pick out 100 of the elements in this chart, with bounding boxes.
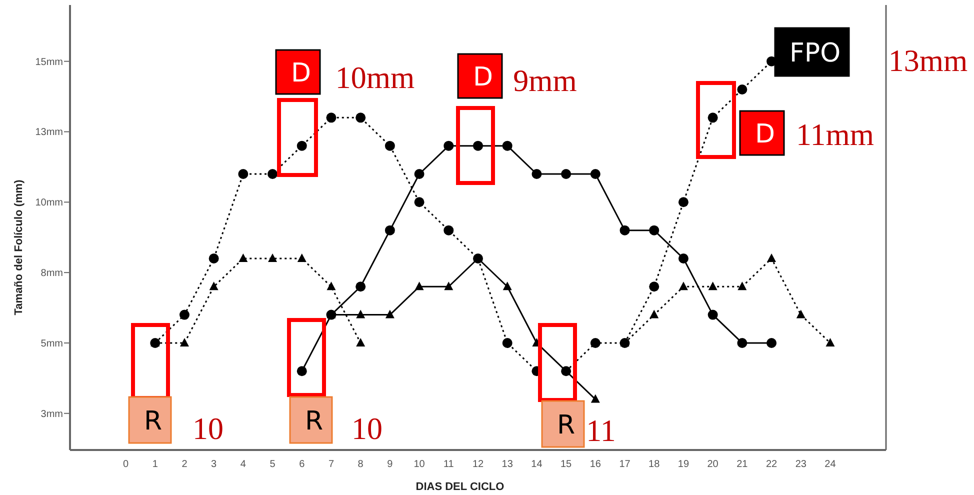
- point: [678, 282, 688, 290]
- y-tick-label: 3mm: [40, 408, 63, 420]
- point: [502, 282, 512, 290]
- point: [650, 310, 659, 318]
- point: [208, 253, 219, 264]
- annotation: 10: [192, 411, 224, 446]
- point: [268, 168, 278, 179]
- annotation: R: [556, 410, 576, 440]
- point: [561, 366, 572, 376]
- point: [590, 394, 600, 403]
- x-tick-label: 19: [678, 459, 690, 470]
- x-tick-label: 23: [795, 459, 807, 470]
- x-tick-label: 14: [531, 459, 543, 470]
- x-tick-label: 2: [182, 459, 188, 470]
- point: [766, 338, 777, 348]
- annotation: D: [290, 58, 312, 88]
- x-tick-label: 16: [590, 459, 602, 470]
- point: [414, 168, 424, 179]
- point: [708, 282, 718, 290]
- point: [326, 112, 336, 123]
- point: [678, 197, 688, 208]
- point: [738, 282, 747, 290]
- y-tick-label: 8mm: [40, 268, 63, 280]
- point: [532, 168, 542, 179]
- y-tick-label: 5mm: [40, 338, 63, 350]
- x-tick-label: 17: [619, 459, 631, 470]
- point: [238, 168, 248, 179]
- point: [826, 338, 835, 346]
- x-tick-label: 6: [299, 459, 306, 470]
- point: [356, 112, 366, 123]
- annotation: 11: [586, 413, 616, 448]
- point: [384, 225, 395, 236]
- x-tick-label: 12: [472, 459, 484, 470]
- point: [268, 253, 278, 262]
- annotation: 11mm: [796, 117, 874, 152]
- point: [678, 253, 688, 264]
- annotation: D: [472, 62, 494, 92]
- point: [444, 140, 454, 151]
- point: [414, 282, 424, 290]
- point: [385, 310, 394, 318]
- x-tick-label: 1: [152, 459, 158, 470]
- point: [209, 282, 218, 290]
- point: [590, 168, 600, 179]
- annotation: 10: [352, 411, 382, 446]
- point: [649, 225, 660, 236]
- y-tick-label: 10mm: [35, 198, 63, 209]
- annotation: R: [304, 406, 324, 436]
- x-tick-label: 11: [443, 459, 454, 470]
- annotation: R: [144, 406, 162, 436]
- point: [238, 253, 248, 262]
- point: [326, 282, 336, 290]
- annotation: 9mm: [513, 63, 577, 98]
- x-axis-title: DIAS DEL CICLO: [416, 481, 505, 493]
- x-tick-label: 4: [240, 459, 246, 470]
- point: [502, 338, 512, 348]
- x-tick-label: 22: [766, 459, 778, 470]
- x-tick-label: 13: [502, 459, 514, 470]
- point: [384, 140, 395, 151]
- annotation: D: [754, 119, 776, 150]
- point: [356, 282, 366, 292]
- point: [356, 338, 366, 346]
- point: [356, 310, 366, 318]
- x-tick-label: 15: [560, 459, 572, 470]
- point: [473, 140, 483, 151]
- x-tick-label: 9: [387, 459, 394, 470]
- y-axis-title: Tamaño del Folículo (mm): [13, 179, 25, 316]
- x-tick-label: 20: [707, 459, 719, 470]
- point: [296, 140, 307, 151]
- point: [180, 338, 189, 346]
- point: [620, 225, 630, 236]
- point: [561, 168, 572, 179]
- x-tick-label: 7: [328, 459, 334, 470]
- point: [502, 140, 512, 151]
- point: [414, 197, 424, 208]
- text: 13mm: [888, 43, 968, 78]
- point: [444, 282, 454, 290]
- point: [737, 338, 748, 348]
- x-tick-label: 21: [736, 459, 748, 470]
- y-tick-label: 13mm: [35, 127, 63, 138]
- point: [767, 253, 776, 262]
- point: [297, 253, 306, 262]
- annotation: FPO: [789, 38, 841, 68]
- point: [590, 338, 600, 348]
- x-tick-label: 8: [358, 459, 364, 470]
- point: [179, 310, 190, 320]
- point: [796, 310, 806, 318]
- point: [708, 112, 718, 123]
- annotation: 10mm: [335, 60, 415, 96]
- point: [649, 282, 660, 292]
- x-tick-label: 24: [824, 459, 836, 470]
- x-tick-label: 18: [648, 459, 660, 470]
- point: [708, 310, 718, 320]
- x-tick-label: 3: [211, 459, 218, 470]
- x-tick-label: 10: [414, 459, 426, 470]
- x-tick-label: 5: [270, 459, 276, 470]
- y-tick-label: 15mm: [35, 56, 63, 68]
- point: [296, 366, 307, 376]
- point: [444, 225, 454, 236]
- x-tick-label: 0: [122, 459, 129, 470]
- point: [737, 84, 748, 94]
